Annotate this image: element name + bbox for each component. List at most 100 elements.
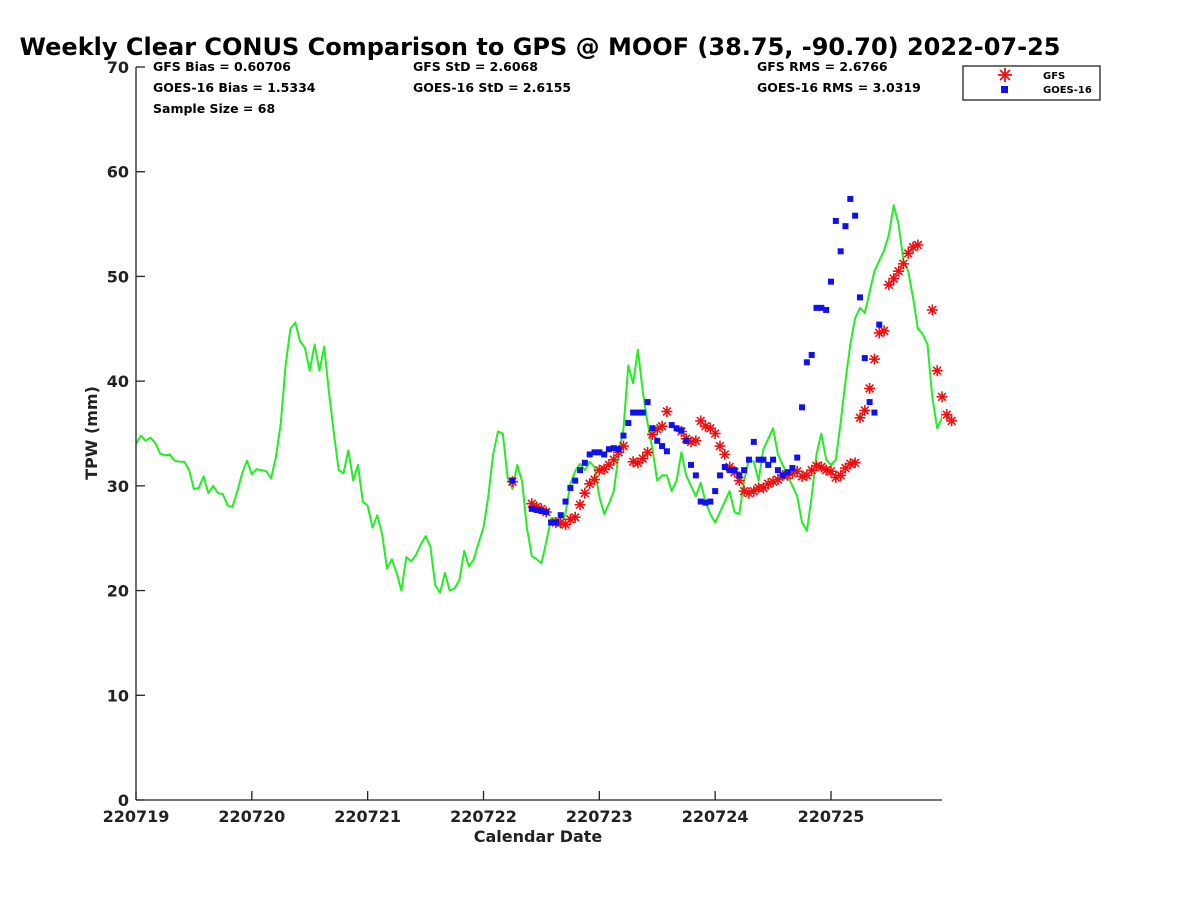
goes-point xyxy=(847,195,854,202)
gfs-point xyxy=(574,499,586,511)
gfs-series xyxy=(506,239,958,531)
gfs-point xyxy=(936,391,948,403)
y-ticks: 0 10 20 30 40 50 60 70 xyxy=(107,58,145,810)
gfs-point xyxy=(642,446,654,458)
goes-point xyxy=(605,446,612,453)
gfs-point xyxy=(579,487,591,499)
goes-series xyxy=(509,195,883,526)
square-icon xyxy=(1001,86,1008,93)
chart-title: Weekly Clear CONUS Comparison to GPS @ M… xyxy=(20,33,1061,61)
goes-point xyxy=(567,484,574,491)
goes-point xyxy=(688,461,695,468)
goes-point xyxy=(823,306,830,313)
y-tick-label: 10 xyxy=(107,686,129,705)
legend-label-goes: GOES-16 xyxy=(1043,85,1092,96)
y-axis-label: TPW (mm) xyxy=(82,386,101,480)
goes-point xyxy=(654,437,661,444)
goes-point xyxy=(832,217,839,224)
goes-point xyxy=(755,456,762,463)
gfs-point xyxy=(714,440,726,452)
gfs-point xyxy=(888,273,900,285)
y-tick-label: 20 xyxy=(107,582,129,601)
gfs-point xyxy=(825,465,837,477)
gps-series xyxy=(136,204,942,594)
x-ticks: 220719 220720 220721 220722 220723 220724 2207… xyxy=(103,791,865,826)
gfs-point xyxy=(589,474,601,486)
goes-point xyxy=(794,454,801,461)
gfs-point xyxy=(656,420,668,432)
goes-point xyxy=(808,351,815,358)
goes-point xyxy=(779,472,786,479)
goes-point xyxy=(659,443,666,450)
goes-point xyxy=(591,449,598,456)
gfs-point xyxy=(912,239,924,251)
y-tick-label: 50 xyxy=(107,267,129,286)
goes-point xyxy=(852,212,859,219)
gfs-point xyxy=(835,469,847,481)
gps-line xyxy=(136,204,942,594)
goes-point xyxy=(871,409,878,416)
goes-point xyxy=(774,467,781,474)
gfs-point xyxy=(608,454,620,466)
gfs-point xyxy=(883,279,895,291)
goes-point xyxy=(581,459,588,466)
gfs-point xyxy=(926,304,938,316)
goes-point xyxy=(683,437,690,444)
gfs-point xyxy=(868,353,880,365)
y-tick-label: 40 xyxy=(107,372,129,391)
goes-point xyxy=(876,321,883,328)
goes-point xyxy=(799,404,806,411)
x-tick-label: 220719 xyxy=(103,807,170,826)
goes-point xyxy=(736,472,743,479)
x-axis-label: Calendar Date xyxy=(474,827,603,846)
y-tick-label: 60 xyxy=(107,163,129,182)
goes-point xyxy=(509,477,516,484)
goes-point xyxy=(770,456,777,463)
goes-point xyxy=(803,359,810,366)
goes-point xyxy=(760,456,767,463)
gfs-point xyxy=(931,365,943,377)
gfs-point xyxy=(893,265,905,277)
goes-point xyxy=(741,467,748,474)
gfs-point xyxy=(854,412,866,424)
goes-point xyxy=(601,451,608,458)
goes-point xyxy=(702,499,709,506)
goes-point xyxy=(721,464,728,471)
goes-point xyxy=(697,498,704,505)
goes-point xyxy=(678,427,685,434)
goes-point xyxy=(577,467,584,474)
x-tick-label: 220724 xyxy=(682,807,749,826)
x-tick-label: 220722 xyxy=(450,807,517,826)
goes-point xyxy=(630,409,637,416)
goes-point xyxy=(663,448,670,455)
gfs-point xyxy=(878,325,890,337)
gfs-point xyxy=(637,453,649,465)
goes-point xyxy=(789,465,796,472)
goes-point xyxy=(562,498,569,505)
goes-point xyxy=(837,248,844,255)
goes-point xyxy=(827,278,834,285)
gfs-point xyxy=(902,247,914,259)
goes-point xyxy=(639,409,646,416)
gfs-point xyxy=(719,448,731,460)
goes-point xyxy=(784,469,791,476)
goes-point xyxy=(615,446,622,453)
stat-goes-bias: GOES-16 Bias = 1.5334 xyxy=(153,80,316,95)
goes-point xyxy=(818,304,825,311)
x-tick-label: 220725 xyxy=(798,807,865,826)
goes-point xyxy=(538,507,545,514)
axes: 0 10 20 30 40 50 60 70 220719 220720 220721 220722… xyxy=(103,58,942,826)
goes-point xyxy=(543,509,550,516)
y-tick-label: 0 xyxy=(118,791,129,810)
goes-point xyxy=(625,420,632,427)
stat-gfs-rms: GFS RMS = 2.6766 xyxy=(757,59,888,74)
x-tick-label: 220720 xyxy=(218,807,285,826)
legend-item-gfs: GFS xyxy=(998,68,1065,82)
goes-point xyxy=(634,409,641,416)
gfs-point xyxy=(849,457,861,469)
gfs-point xyxy=(661,406,673,418)
gfs-point xyxy=(709,428,721,439)
x-tick-label: 220721 xyxy=(334,807,401,826)
gfs-point xyxy=(946,415,958,427)
